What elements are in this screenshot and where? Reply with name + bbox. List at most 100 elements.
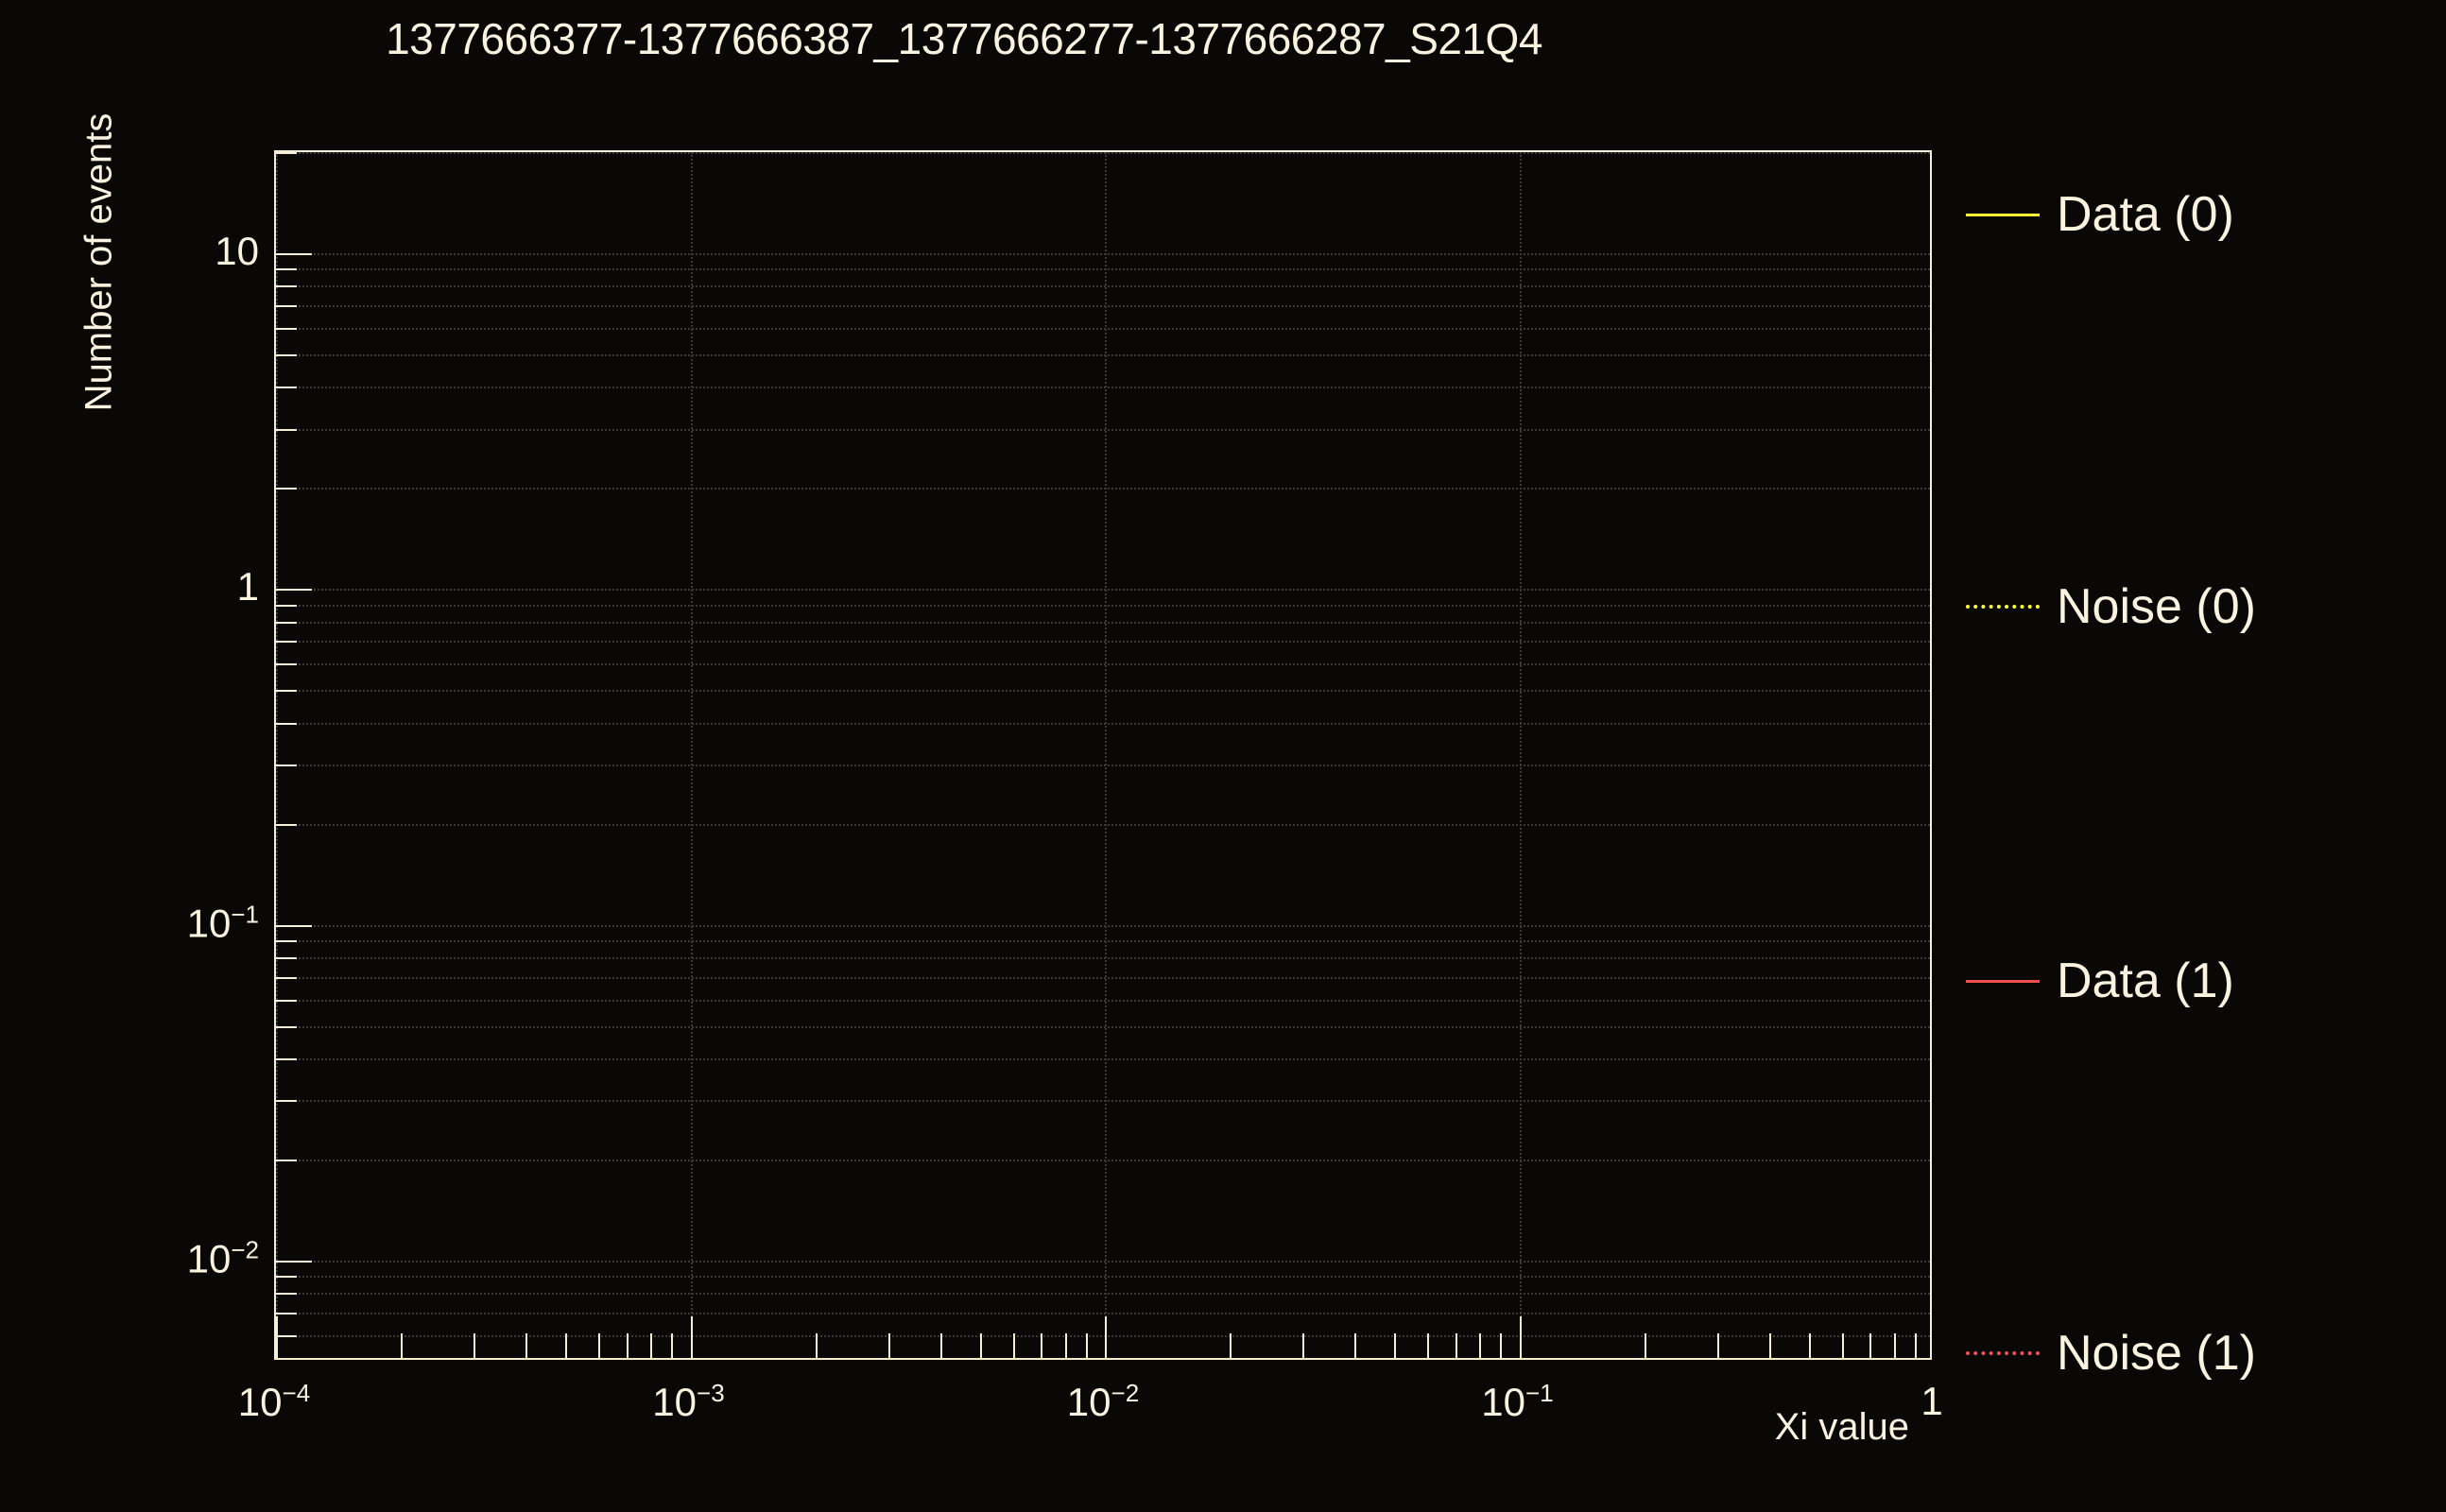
legend-line-icon xyxy=(1966,979,2040,983)
gridline-horizontal xyxy=(276,1058,1930,1061)
gridline-horizontal xyxy=(276,976,1930,979)
y-tick-major xyxy=(276,1261,312,1263)
x-tick-minor xyxy=(671,1333,674,1358)
gridline-horizontal xyxy=(276,823,1930,826)
x-tick-major xyxy=(1105,1316,1107,1358)
legend-entry[interactable]: Noise (1) xyxy=(1966,1323,2256,1383)
y-tick-minor xyxy=(276,765,297,767)
gridline-horizontal xyxy=(276,957,1930,960)
x-tick-label: 10−3 xyxy=(652,1379,725,1424)
gridline-horizontal xyxy=(276,663,1930,666)
y-tick-minor xyxy=(276,353,297,356)
x-tick-minor xyxy=(1500,1333,1503,1358)
x-tick-minor xyxy=(1085,1333,1088,1358)
x-tick-minor xyxy=(1644,1333,1646,1358)
gridline-horizontal xyxy=(276,428,1930,431)
gridline-horizontal xyxy=(276,1100,1930,1103)
y-tick-minor xyxy=(276,690,297,693)
y-tick-minor xyxy=(276,823,297,826)
y-tick-minor xyxy=(276,621,297,624)
x-tick-minor xyxy=(1893,1333,1896,1358)
gridline-horizontal xyxy=(276,641,1930,644)
x-tick-minor xyxy=(1064,1333,1067,1358)
y-tick-minor xyxy=(276,663,297,666)
y-tick-minor xyxy=(276,488,297,490)
x-tick-label: 10−4 xyxy=(237,1379,311,1424)
y-tick-minor xyxy=(276,285,297,288)
x-tick-minor xyxy=(1302,1333,1305,1358)
x-tick-minor xyxy=(1479,1333,1481,1358)
legend-entry[interactable]: Noise (0) xyxy=(1966,576,2256,637)
y-tick-minor xyxy=(276,1100,297,1103)
gridline-horizontal xyxy=(276,939,1930,942)
x-axis-title: Xi value xyxy=(1774,1406,1909,1448)
x-tick-major xyxy=(276,1316,278,1358)
legend-entry[interactable]: Data (1) xyxy=(1966,951,2234,1011)
gridline-horizontal xyxy=(276,1261,1930,1263)
x-tick-minor xyxy=(1808,1333,1811,1358)
x-tick-minor xyxy=(887,1333,890,1358)
legend: Data (0) Noise (0) Data (1) Noise (1) xyxy=(1966,161,2438,1378)
gridline-horizontal xyxy=(276,353,1930,356)
x-tick-minor xyxy=(1914,1333,1917,1358)
plot-frame xyxy=(274,150,1932,1360)
gridline-vertical xyxy=(690,152,693,1358)
gridline-horizontal xyxy=(276,327,1930,330)
y-tick-minor xyxy=(276,939,297,942)
x-tick-minor xyxy=(565,1333,568,1358)
x-tick-minor xyxy=(1041,1333,1043,1358)
gridline-horizontal xyxy=(276,252,1930,255)
gridline-horizontal xyxy=(276,604,1930,607)
page-title: 1377666377-1377666387_1377666277-1377666… xyxy=(386,14,1542,63)
legend-line-icon xyxy=(1966,1351,2040,1355)
x-tick-label: 10−1 xyxy=(1481,1379,1554,1424)
x-tick-minor xyxy=(1768,1333,1771,1358)
y-tick-minor xyxy=(276,1025,297,1028)
y-tick-minor xyxy=(276,1313,297,1315)
x-tick-minor xyxy=(1869,1333,1872,1358)
gridline-horizontal xyxy=(276,488,1930,490)
y-tick-minor xyxy=(276,428,297,431)
y-tick-minor xyxy=(276,722,297,725)
y-tick-minor xyxy=(276,957,297,960)
gridline-horizontal xyxy=(276,1293,1930,1296)
x-tick-minor xyxy=(1455,1333,1457,1358)
legend-entry[interactable]: Data (0) xyxy=(1966,184,2234,245)
legend-label: Data (0) xyxy=(2057,187,2234,242)
gridline-vertical xyxy=(1105,152,1107,1358)
x-tick-major xyxy=(1519,1316,1522,1358)
gridline-horizontal xyxy=(276,305,1930,308)
x-tick-minor xyxy=(1394,1333,1397,1358)
gridline-horizontal xyxy=(276,690,1930,693)
y-tick-major xyxy=(276,589,312,592)
x-tick-minor xyxy=(1354,1333,1356,1358)
y-tick-minor xyxy=(276,1058,297,1061)
gridline-horizontal xyxy=(276,1025,1930,1028)
x-tick-minor xyxy=(626,1333,629,1358)
y-tick-minor xyxy=(276,1160,297,1162)
y-tick-minor xyxy=(276,152,297,154)
x-tick-major xyxy=(690,1316,693,1358)
x-tick-label: 10−2 xyxy=(1066,1379,1140,1424)
gridline-horizontal xyxy=(276,268,1930,271)
x-tick-minor xyxy=(650,1333,652,1358)
y-tick-label: 10 xyxy=(215,228,259,273)
gridline-horizontal xyxy=(276,285,1930,288)
y-axis-title: Number of events xyxy=(78,112,120,412)
y-tick-label: 1 xyxy=(236,564,259,610)
gridline-horizontal xyxy=(276,621,1930,624)
x-tick-minor xyxy=(1716,1333,1719,1358)
gridline-horizontal xyxy=(276,999,1930,1002)
y-tick-minor xyxy=(276,268,297,271)
legend-label: Noise (1) xyxy=(2057,1326,2256,1381)
gridline-horizontal xyxy=(276,924,1930,927)
gridline-vertical xyxy=(1519,152,1522,1358)
x-tick-minor xyxy=(1012,1333,1015,1358)
x-tick-minor xyxy=(815,1333,818,1358)
y-tick-minor xyxy=(276,999,297,1002)
x-tick-minor xyxy=(939,1333,942,1358)
y-tick-minor xyxy=(276,1293,297,1296)
y-tick-minor xyxy=(276,1334,297,1337)
y-tick-minor xyxy=(276,976,297,979)
